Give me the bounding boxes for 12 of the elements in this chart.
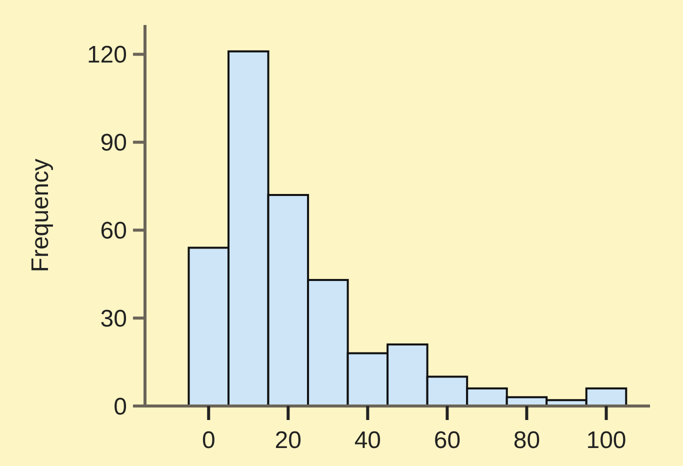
x-tick-label: 60 [434, 427, 461, 454]
x-tick-label: 100 [586, 427, 626, 454]
y-tick-label: 120 [86, 42, 127, 69]
y-tick-label: 90 [100, 130, 127, 157]
y-tick-label: 60 [100, 218, 127, 245]
y-axis-title: Frequency [27, 158, 54, 272]
x-tick-label: 40 [354, 427, 382, 454]
y-tick-label: 30 [100, 305, 127, 332]
x-tick-label: 80 [513, 427, 540, 454]
x-tick-label: 0 [202, 427, 216, 454]
y-tick-label: 0 [114, 393, 127, 420]
x-tick-label: 20 [274, 427, 302, 454]
